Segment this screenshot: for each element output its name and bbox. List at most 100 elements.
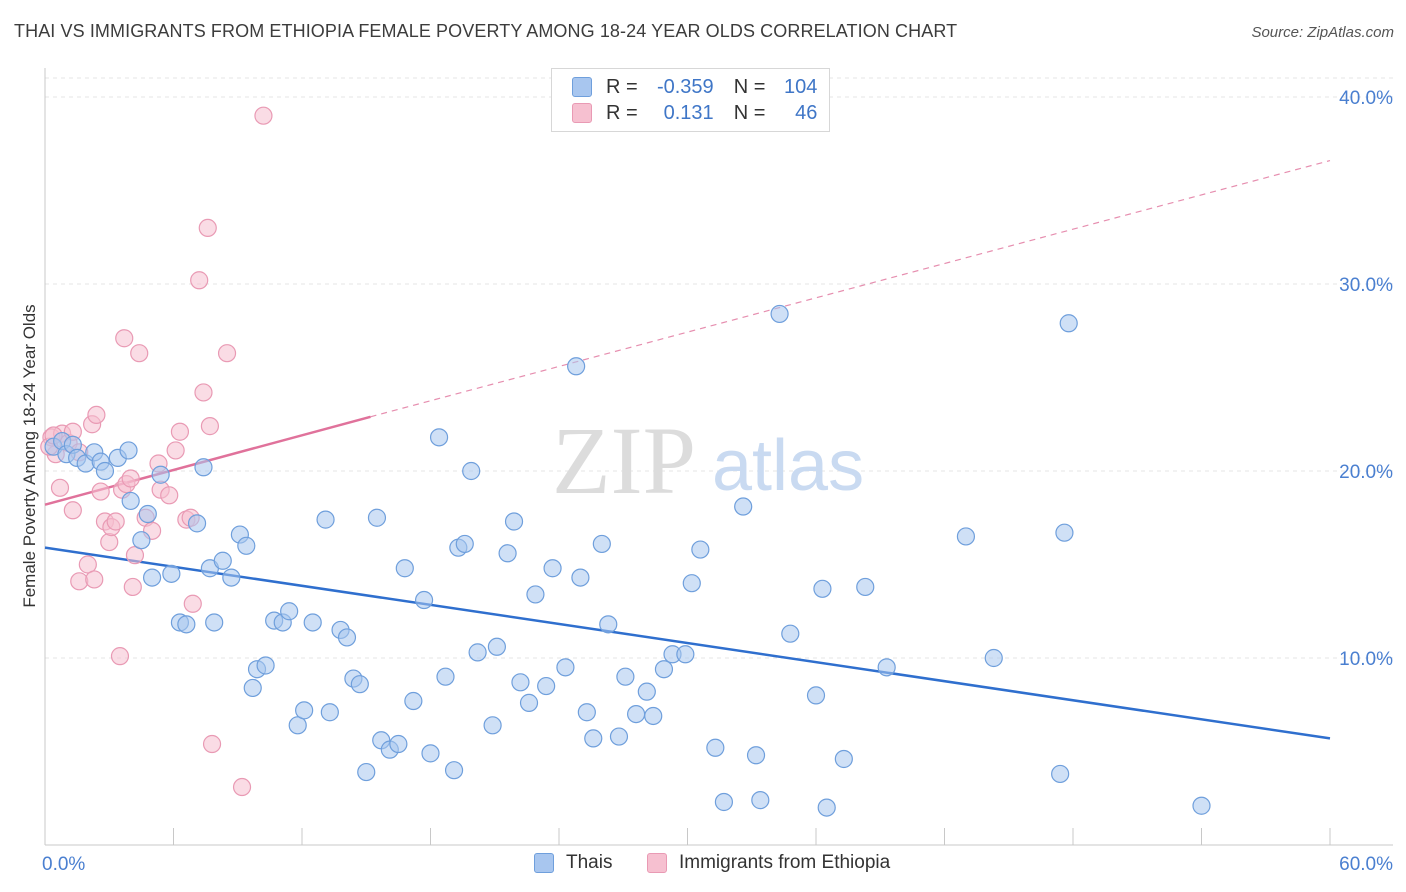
thai-point [162,564,181,583]
ethiopia-point [170,422,190,441]
thais-legend-label: Thais [566,852,613,873]
ethiopia-point [115,329,134,348]
thai-point [676,645,695,664]
y-tick-label: 30.0% [1339,275,1393,296]
thai-point [205,613,224,632]
ethiopia-point [200,417,220,436]
thai-point [577,703,596,722]
thai-point [389,734,408,754]
thai-point [243,678,262,698]
watermark-atlas: atlas [712,426,864,506]
thai-point [357,762,376,782]
thai-point [1051,764,1070,784]
ethiopia-point [123,577,142,597]
thai-point [121,491,140,511]
thai-point [337,628,357,647]
thai-point [320,703,339,722]
thai-point [177,615,196,634]
thai-point [504,512,524,531]
ethiopia-legend-swatch [647,853,667,873]
thai-point [1055,523,1074,542]
thai-point [654,660,674,679]
ethiopia-point [125,546,145,565]
ethiopia-point [194,383,213,402]
correlation-legend: R = -0.359 N = 104 R = 0.131 N = 46 [551,68,830,132]
thai-point [682,574,701,593]
ethiopia-point [183,594,202,613]
thai-point [543,559,562,578]
thai-point [367,508,387,527]
ethiopia-trend-extension [370,160,1331,418]
thai-point [584,729,603,748]
ethiopia-point [130,344,149,363]
thai-point [526,585,545,604]
source-label: Source: ZipAtlas.com [1251,24,1394,41]
x-tick-label-max: 60.0% [1339,854,1393,875]
thai-point [806,686,826,705]
thai-point [444,761,464,780]
watermark: ZIP atlas [552,407,864,514]
thai-point [537,676,556,696]
thai-point [746,746,766,765]
ethiopia-point [100,532,119,552]
thais-swatch [572,77,592,97]
ethiopia-point [254,106,273,125]
ethiopia-point [121,469,140,488]
ethiopia-point [166,441,185,460]
thais-n-value: 104 [784,75,818,98]
thai-point [984,648,1003,668]
tick-labels: 10.0% 20.0% 30.0% 40.0% 0.0% 60.0% [42,88,1393,875]
thai-point [350,675,369,694]
y-tick-label: 40.0% [1339,88,1393,109]
legend-item-ethiopia: Immigrants from Ethiopia [647,852,890,874]
thai-point [781,624,800,643]
thai-point [714,792,734,812]
thai-point [599,615,618,634]
thai-point [734,497,753,516]
thai-point [462,461,481,481]
thai-point [295,701,314,720]
ethiopia-r-value: 0.131 [663,101,714,124]
ethiopia-point [190,271,209,290]
ethiopia-point [70,572,89,591]
thai-point [519,693,539,712]
thai-point [303,613,322,632]
thai-point [616,667,635,686]
thai-point [414,590,434,610]
gridlines [45,77,1393,659]
axes [44,68,1393,846]
thai-point [194,458,213,477]
thai-point [237,536,256,555]
series-legend: Thais Immigrants from Ethiopia [0,850,1406,880]
thai-point [256,656,275,675]
thai-point [404,691,423,711]
thai-point [95,461,115,481]
thai-point [691,540,710,559]
thai-point [222,568,241,587]
ethiopia-point [85,570,104,589]
y-tick-label: 10.0% [1339,649,1393,670]
legend-item-thais: Thais [534,852,612,874]
ethiopia-point [160,486,179,505]
ethiopia-point [91,482,110,501]
thai-point [421,744,440,763]
ethiopia-point [110,647,130,666]
ethiopia-point [198,218,217,237]
thai-point [511,673,530,692]
ethiopia-legend-label: Immigrants from Ethiopia [679,852,891,873]
thais-r-label: R = [606,75,638,98]
ethiopia-point [106,512,125,531]
thai-point [1059,314,1078,333]
watermark-zip: ZIP [552,407,696,514]
thai-point [637,682,656,701]
thai-points [44,304,1211,817]
thai-point [644,706,663,726]
thai-point [288,716,307,735]
thai-point [138,504,157,524]
thai-point [626,704,646,724]
thai-point [436,667,455,686]
thai-point [609,727,629,746]
thai-point [1192,796,1211,815]
thai-point [187,514,207,533]
legend-row-thais: R = -0.359 N = 104 [572,75,817,99]
